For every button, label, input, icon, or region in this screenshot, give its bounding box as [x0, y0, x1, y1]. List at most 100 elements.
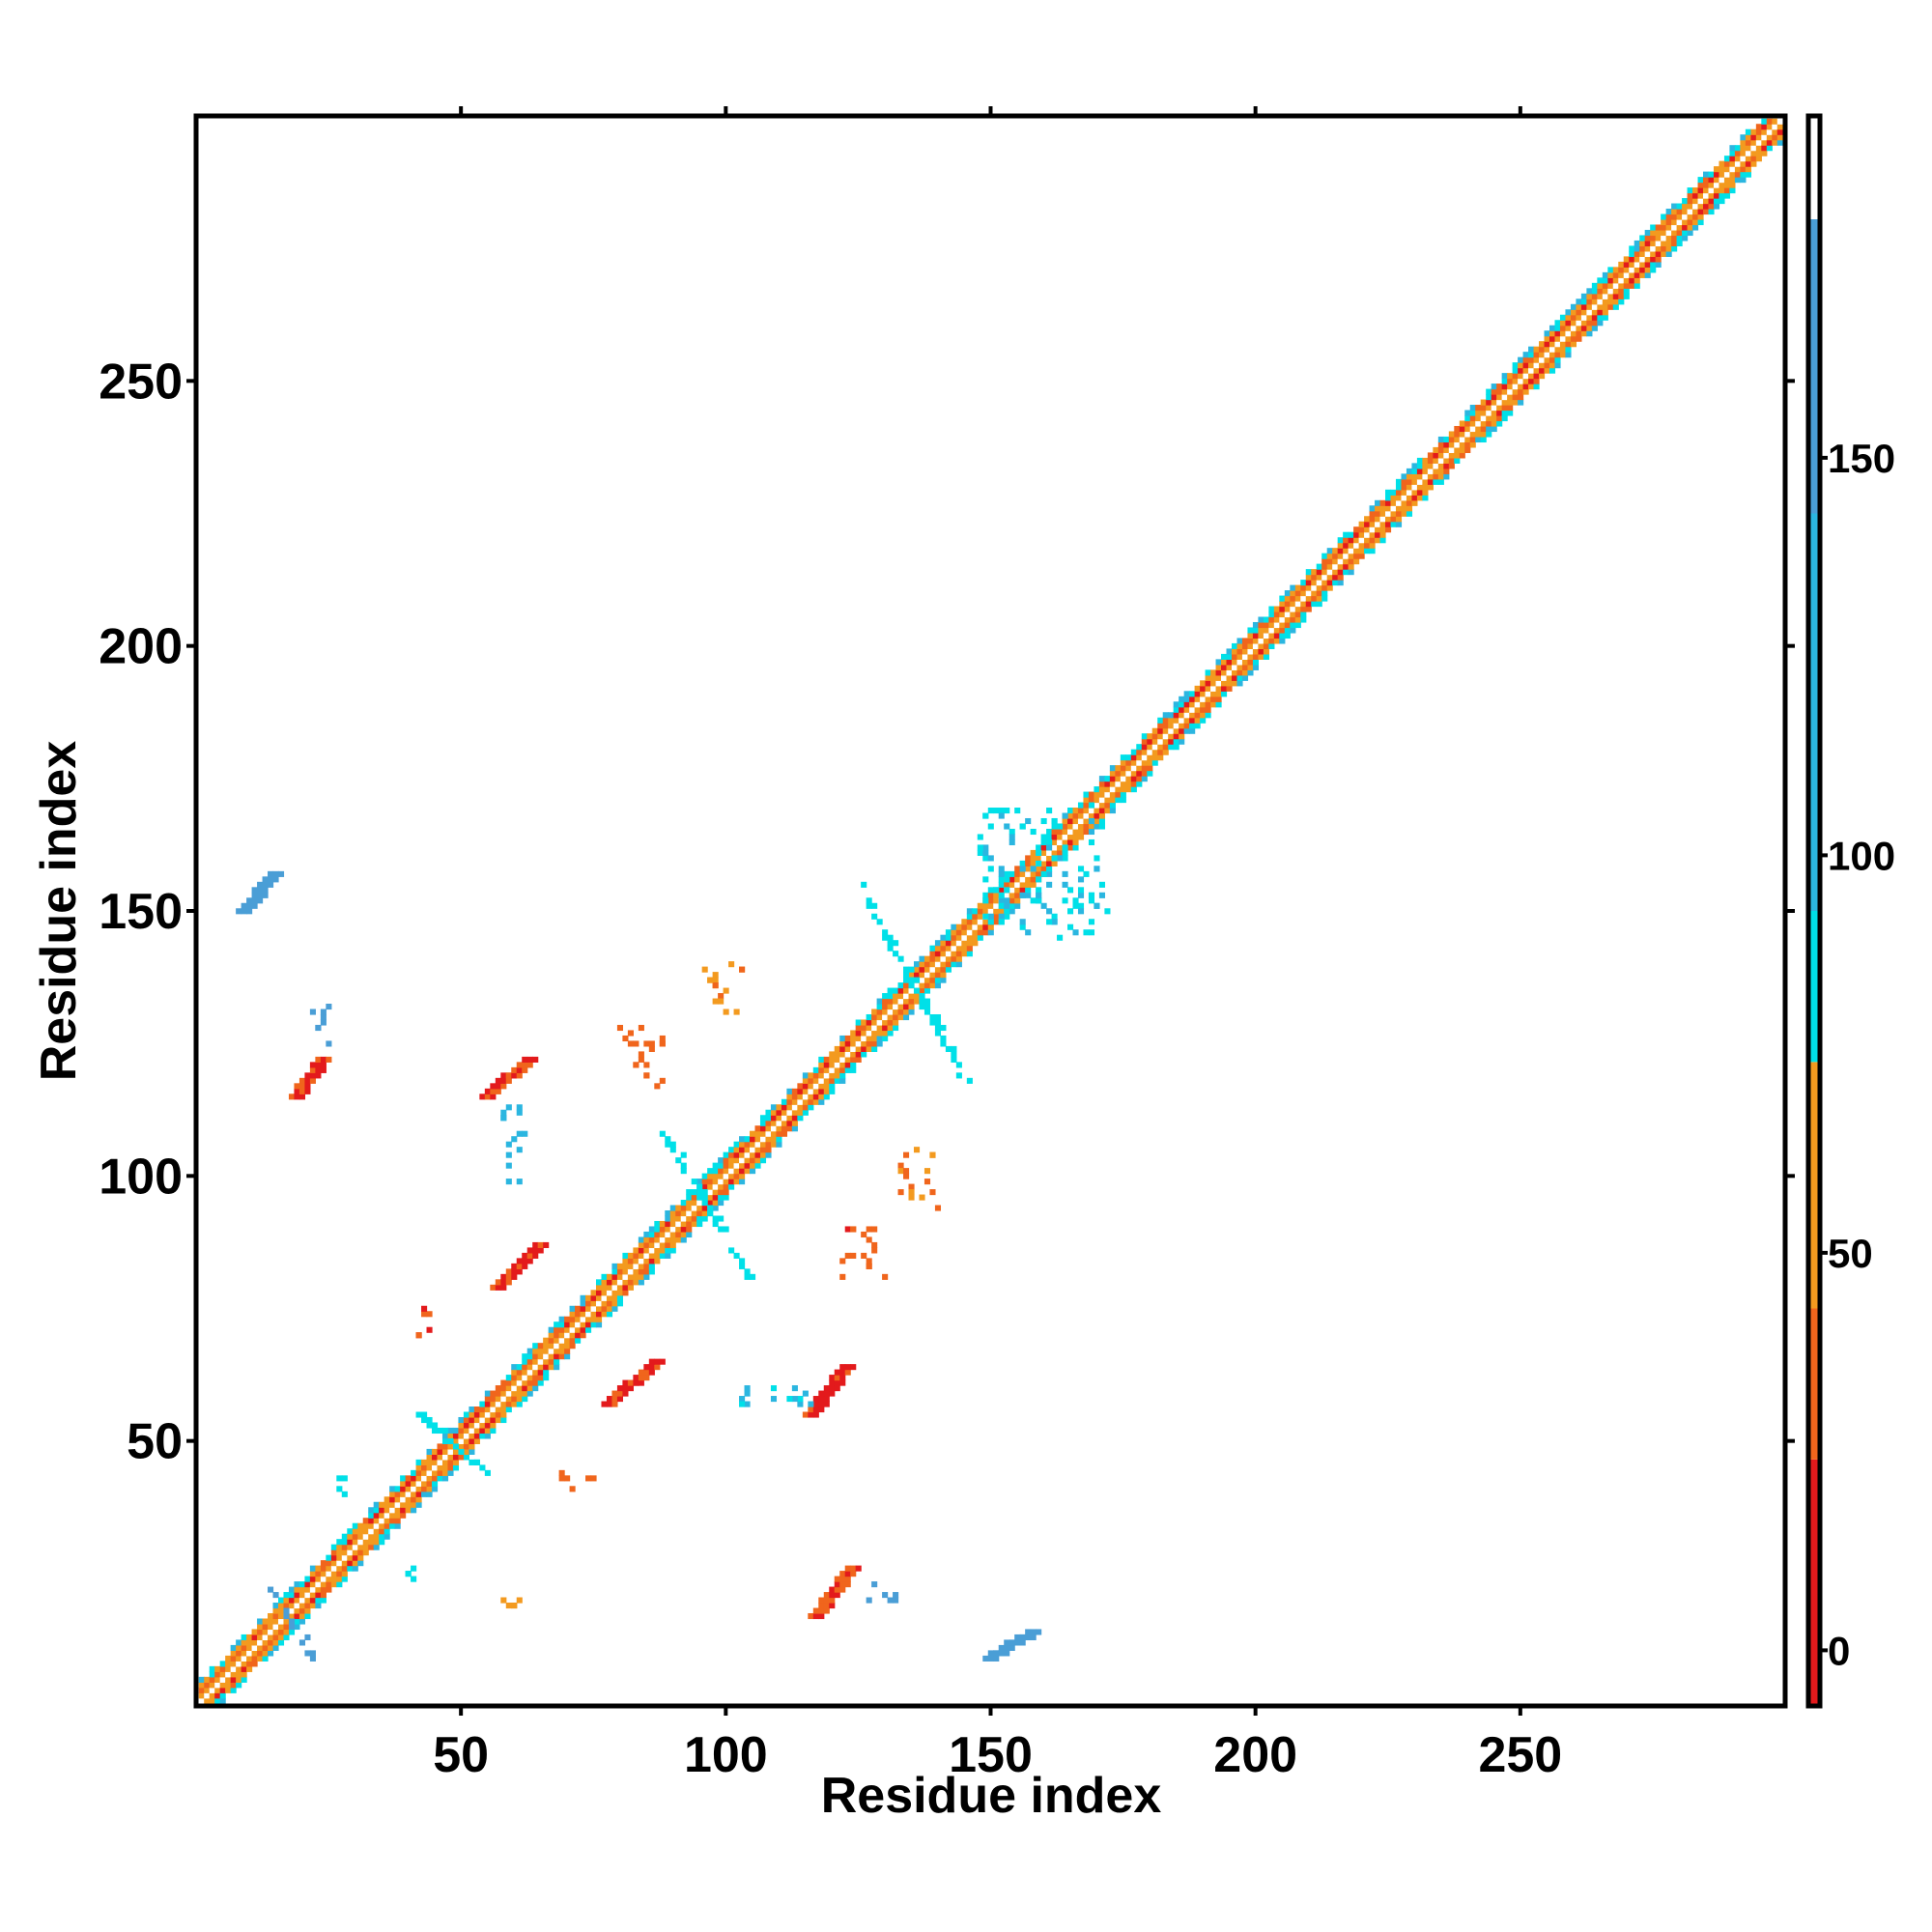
- heatmap-cell: [304, 1581, 311, 1588]
- heatmap-cell: [1294, 611, 1301, 618]
- heatmap-cell: [1057, 855, 1064, 862]
- heatmap-cell: [638, 1258, 644, 1264]
- heatmap-cell: [1189, 696, 1196, 702]
- heatmap-cell: [315, 1581, 322, 1588]
- heatmap-cell: [1215, 691, 1222, 697]
- heatmap-cell: [654, 1364, 661, 1371]
- heatmap-cell: [718, 1162, 724, 1169]
- heatmap-cell: [765, 1141, 772, 1148]
- heatmap-cell: [686, 1231, 693, 1238]
- heatmap-cell: [1512, 378, 1519, 384]
- heatmap-cell: [1046, 838, 1053, 846]
- heatmap-cell: [638, 1375, 644, 1381]
- heatmap-cell: [1284, 616, 1291, 623]
- heatmap-cell: [1539, 352, 1546, 358]
- heatmap-cell: [945, 951, 952, 957]
- heatmap-cell: [754, 1130, 761, 1137]
- heatmap-cell: [580, 1305, 586, 1312]
- heatmap-cell: [452, 1459, 460, 1465]
- heatmap-cell: [982, 855, 989, 862]
- heatmap-cell: [1241, 659, 1249, 666]
- heatmap-cell: [1226, 659, 1233, 666]
- heatmap-cell: [336, 1475, 343, 1482]
- heatmap-cell: [829, 1597, 836, 1604]
- heatmap-cell: [1067, 887, 1074, 894]
- heatmap-cell: [437, 1443, 443, 1450]
- heatmap-cell: [204, 1692, 211, 1699]
- heatmap-cell: [288, 1607, 296, 1614]
- heatmap-cell: [903, 993, 910, 1000]
- heatmap-cell: [1215, 680, 1222, 687]
- heatmap-cell: [1703, 182, 1710, 188]
- heatmap-cell: [1507, 394, 1514, 401]
- heatmap-cell: [622, 1379, 629, 1386]
- heatmap-cell: [272, 1612, 279, 1620]
- heatmap-cell: [1544, 352, 1550, 358]
- heatmap-cell: [1009, 902, 1015, 909]
- heatmap-cell: [479, 1094, 486, 1100]
- heatmap-cell: [903, 972, 910, 979]
- heatmap-cell: [1077, 823, 1085, 830]
- heatmap-cell: [1661, 245, 1667, 252]
- heatmap-cell: [1194, 701, 1201, 708]
- heatmap-cell: [1004, 881, 1010, 888]
- heatmap-cell: [913, 993, 921, 1000]
- heatmap-cell: [1040, 860, 1047, 867]
- heatmap-cell: [537, 1358, 544, 1365]
- heatmap-cell: [961, 929, 968, 936]
- heatmap-cell: [951, 929, 957, 936]
- heatmap-cell: [718, 1200, 724, 1207]
- heatmap-cell: [1385, 526, 1392, 533]
- heatmap-cell: [1364, 542, 1371, 549]
- heatmap-cell: [707, 977, 714, 983]
- heatmap-cell: [500, 1083, 507, 1090]
- heatmap-cell: [1766, 124, 1773, 130]
- heatmap-cell: [1697, 203, 1704, 210]
- heatmap-cell: [866, 897, 872, 904]
- heatmap-cell: [1390, 510, 1397, 517]
- heatmap-cell: [718, 1226, 724, 1233]
- heatmap-cell: [288, 1618, 296, 1625]
- heatmap-cell: [786, 1109, 793, 1116]
- heatmap-cell: [908, 998, 915, 1005]
- heatmap-cell: [1051, 844, 1058, 851]
- heatmap-cell: [1019, 1634, 1026, 1641]
- heatmap-cell: [1734, 160, 1741, 167]
- heatmap-cell: [648, 1358, 655, 1365]
- heatmap-cell: [1252, 627, 1260, 634]
- heatmap-cell: [786, 1104, 793, 1111]
- heatmap-cell: [1305, 569, 1312, 576]
- heatmap-cell: [225, 1655, 232, 1662]
- heatmap-cell: [1416, 457, 1423, 464]
- heatmap-cell: [469, 1411, 475, 1418]
- heatmap-cell: [871, 1247, 878, 1254]
- heatmap-cell: [998, 919, 1005, 925]
- heatmap-cell: [633, 1379, 639, 1386]
- heatmap-cell: [1729, 166, 1736, 173]
- heatmap-cell: [516, 1066, 523, 1073]
- heatmap-cell: [421, 1486, 428, 1492]
- heatmap-cell: [330, 1576, 337, 1582]
- heatmap-cell: [357, 1522, 364, 1529]
- heatmap-cell: [447, 1448, 454, 1455]
- heatmap-cell: [1369, 510, 1376, 517]
- heatmap-cell: [1247, 659, 1254, 666]
- heatmap-cell: [744, 1401, 751, 1407]
- heatmap-cell: [230, 1671, 237, 1678]
- heatmap-cell: [330, 1549, 337, 1556]
- heatmap-cell: [638, 1056, 644, 1063]
- y-tick-label: 250: [99, 354, 183, 410]
- heatmap-cell: [998, 1644, 1005, 1651]
- heatmap-cell: [1189, 706, 1196, 713]
- heatmap-cell: [812, 1088, 819, 1094]
- heatmap-cell: [441, 1427, 449, 1435]
- heatmap-cell: [569, 1343, 576, 1350]
- heatmap-cell: [1364, 526, 1371, 533]
- heatmap-cell: [923, 977, 931, 983]
- heatmap-cell: [1723, 192, 1731, 199]
- heatmap-cell: [1305, 580, 1312, 586]
- heatmap-cell: [1051, 855, 1058, 862]
- heatmap-cell: [750, 1147, 756, 1153]
- heatmap-cell: [569, 1316, 576, 1322]
